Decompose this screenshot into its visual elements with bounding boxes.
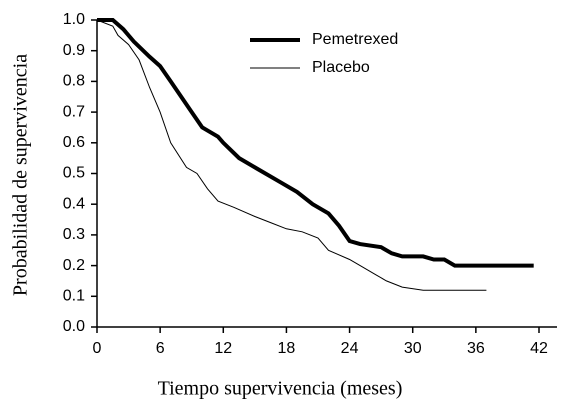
y-tick-label: 0.7 bbox=[63, 103, 85, 120]
x-tick-label: 30 bbox=[404, 340, 422, 357]
y-tick-label: 0.6 bbox=[63, 134, 85, 151]
x-tick-label: 12 bbox=[214, 340, 232, 357]
series-line bbox=[97, 18, 534, 268]
y-tick-label: 0.4 bbox=[63, 195, 85, 212]
y-tick-label: 0.8 bbox=[63, 73, 85, 90]
legend-label: Pemetrexed bbox=[312, 31, 398, 48]
y-tick-label: 1.0 bbox=[63, 11, 85, 28]
x-tick-label: 0 bbox=[93, 340, 102, 357]
x-tick-label: 42 bbox=[530, 340, 548, 357]
x-tick-label: 24 bbox=[341, 340, 359, 357]
x-tick-label: 36 bbox=[467, 340, 485, 357]
legend-label: Placebo bbox=[312, 59, 370, 76]
y-tick-label: 0.2 bbox=[63, 257, 85, 274]
y-tick-label: 0.9 bbox=[63, 42, 85, 59]
x-axis-label: Tiempo supervivencia (meses) bbox=[158, 378, 403, 400]
x-tick-label: 6 bbox=[156, 340, 165, 357]
y-axis-label: Probabilidad de supervivencia bbox=[10, 54, 32, 296]
y-tick-label: 0.0 bbox=[63, 318, 85, 335]
series-line bbox=[96, 19, 487, 291]
y-tick-label: 0.1 bbox=[63, 288, 85, 305]
y-tick-label: 0.3 bbox=[63, 226, 85, 243]
x-tick-label: 18 bbox=[278, 340, 296, 357]
y-tick-label: 0.5 bbox=[63, 165, 85, 182]
